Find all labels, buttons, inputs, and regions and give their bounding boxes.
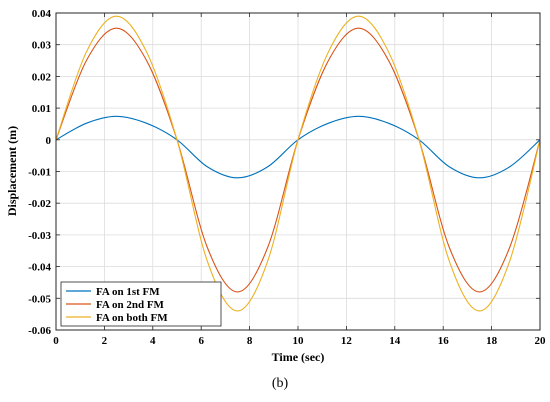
y-tick-label: -0.03	[28, 230, 51, 242]
y-tick-label: -0.05	[28, 293, 51, 305]
series-line-3	[55, 15, 541, 312]
legend-label: FA on both FM	[96, 312, 168, 324]
x-tick-label: 18	[486, 335, 498, 347]
legend-label: FA on 1st FM	[96, 286, 160, 298]
x-tick-label: 6	[198, 335, 204, 347]
y-axis-label: Displacement (m)	[5, 126, 19, 216]
x-tick-labels: 0 2 4 6 8 10 12 14 16 18 20	[53, 335, 546, 347]
y-tick-label: 0.04	[32, 8, 52, 20]
x-tick-label: 14	[389, 335, 401, 347]
y-tick-label: -0.01	[28, 167, 51, 179]
x-tick-label: 8	[247, 335, 253, 347]
x-axis-label: Time (sec)	[272, 350, 325, 364]
x-tick-label: 0	[53, 335, 59, 347]
legend-label: FA on 2nd FM	[96, 299, 165, 311]
y-tick-labels: 0.04 0.03 0.02 0.01 0 -0.01 -0.02 -0.03 -0.04 -0.…	[28, 8, 51, 337]
y-tick-label: 0.03	[32, 40, 52, 52]
x-tick-label: 20	[535, 335, 547, 347]
tick-marks	[55, 12, 541, 331]
x-tick-label: 16	[438, 335, 450, 347]
series-lines	[55, 15, 541, 312]
y-tick-label: -0.06	[28, 325, 51, 337]
x-tick-label: 4	[150, 335, 156, 347]
x-tick-label: 10	[293, 335, 305, 347]
y-tick-label: 0	[46, 135, 52, 147]
y-tick-label: 0.02	[32, 71, 52, 83]
x-tick-label: 12	[341, 335, 353, 347]
figure-caption: (b)	[272, 376, 289, 391]
y-tick-label: -0.04	[28, 262, 51, 274]
x-tick-label: 2	[102, 335, 108, 347]
grid-lines	[56, 13, 540, 330]
y-tick-label: -0.02	[28, 198, 51, 210]
y-tick-label: 0.01	[32, 103, 51, 115]
